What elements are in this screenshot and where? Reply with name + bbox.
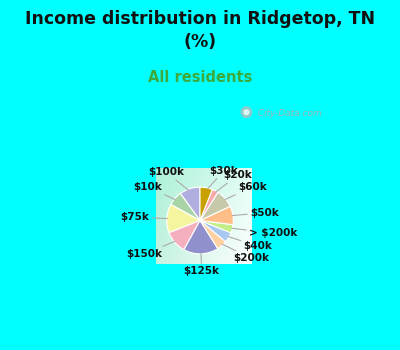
Wedge shape <box>171 194 200 220</box>
Text: $50k: $50k <box>232 208 279 218</box>
Text: $100k: $100k <box>148 167 188 190</box>
Wedge shape <box>200 187 212 220</box>
Text: $20k: $20k <box>216 170 252 192</box>
Text: $200k: $200k <box>222 244 270 264</box>
Text: $10k: $10k <box>133 182 175 199</box>
Text: $60k: $60k <box>225 182 267 199</box>
Text: All residents: All residents <box>148 70 252 85</box>
Wedge shape <box>200 220 231 242</box>
Circle shape <box>244 110 249 114</box>
Text: > $200k: > $200k <box>232 228 298 238</box>
Text: $40k: $40k <box>228 237 272 251</box>
Wedge shape <box>184 220 218 254</box>
Wedge shape <box>169 220 200 250</box>
Wedge shape <box>200 193 230 220</box>
Text: $150k: $150k <box>126 241 175 259</box>
Circle shape <box>241 107 252 118</box>
Text: Income distribution in Ridgetop, TN
(%): Income distribution in Ridgetop, TN (%) <box>25 10 375 51</box>
Text: City-Data.com: City-Data.com <box>252 108 322 118</box>
Wedge shape <box>167 204 200 233</box>
Text: $125k: $125k <box>184 253 220 276</box>
Wedge shape <box>200 220 233 233</box>
Wedge shape <box>200 220 226 248</box>
Text: $75k: $75k <box>120 212 167 222</box>
Text: $30k: $30k <box>208 166 238 189</box>
Wedge shape <box>200 189 218 220</box>
Wedge shape <box>180 187 200 220</box>
Wedge shape <box>200 206 233 225</box>
